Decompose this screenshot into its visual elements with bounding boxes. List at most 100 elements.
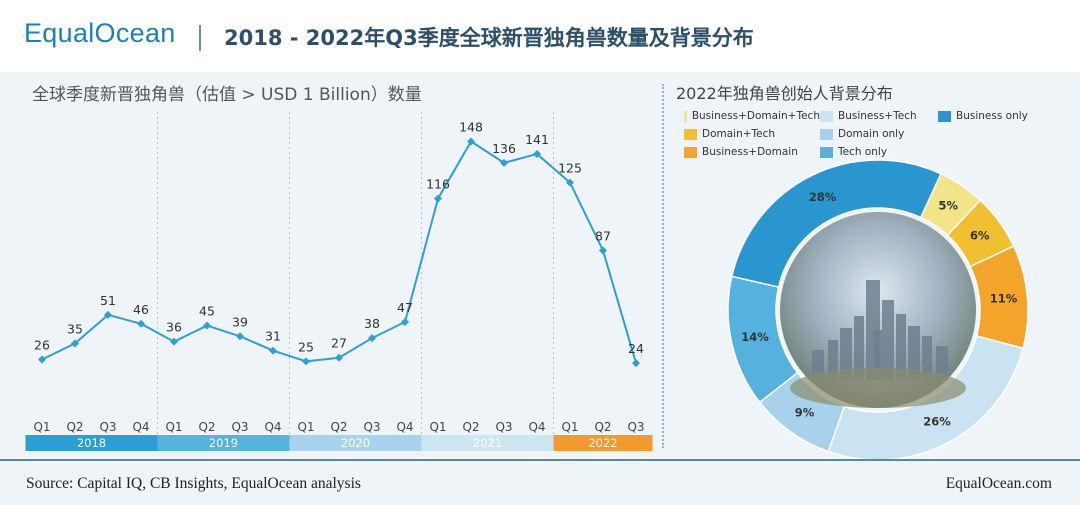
source-note: Source: Capital IQ, CB Insights, EqualOc…: [26, 475, 361, 492]
data-point: [632, 359, 640, 368]
quarter-tick-label: Q3: [363, 420, 380, 434]
skyline-building: [896, 314, 906, 380]
series-line: [41, 140, 637, 364]
legend-item: Tech only: [820, 144, 938, 160]
data-label: 25: [298, 339, 314, 354]
data-point: [401, 317, 409, 326]
data-point: [467, 137, 475, 146]
data-label: 38: [364, 316, 380, 331]
line-chart-title: 全球季度新晋独角兽（估值 > USD 1 Billion）数量: [32, 85, 422, 105]
site-url: EqualOcean.com: [945, 475, 1052, 492]
skyline-building: [882, 300, 894, 380]
skyline-building: [874, 330, 882, 380]
data-point: [170, 337, 178, 346]
data-label: 26: [34, 338, 50, 353]
data-label: 46: [133, 302, 149, 317]
quarter-tick-label: Q4: [396, 420, 413, 434]
year-band-label: 2020: [341, 436, 370, 450]
data-point: [203, 321, 211, 330]
data-label: 45: [199, 304, 215, 319]
year-band: [25, 435, 158, 451]
data-point: [335, 353, 343, 362]
data-point: [368, 334, 376, 343]
data-label: 27: [331, 336, 347, 351]
data-label: 31: [265, 329, 281, 344]
slice-label: 6%: [970, 229, 990, 243]
quarter-tick-label: Q1: [429, 420, 446, 434]
quarter-tick-label: Q2: [462, 420, 479, 434]
data-point: [38, 355, 46, 364]
skyline-graphic: [790, 280, 966, 408]
slice-label: 9%: [795, 405, 815, 419]
data-label: 116: [426, 177, 450, 192]
data-label: 36: [166, 320, 182, 335]
skyline-building: [854, 316, 864, 380]
quarter-tick-label: Q4: [264, 420, 281, 434]
header: EqualOcean 2018 - 2022年Q3季度全球新晋独角兽数量及背景分…: [0, 0, 1080, 72]
legend-label: Domain only: [838, 128, 905, 140]
data-label: 125: [558, 161, 582, 176]
quarter-tick-label: Q1: [33, 420, 50, 434]
data-label: 87: [595, 228, 611, 243]
skyline-building: [908, 326, 920, 380]
year-band: [553, 435, 653, 451]
panel-divider: [662, 84, 664, 448]
data-point: [302, 357, 310, 366]
data-label: 51: [100, 293, 116, 308]
legend-label: Domain+Tech: [702, 128, 776, 140]
legend-swatch: [820, 128, 833, 140]
year-band: [157, 435, 290, 451]
skyline-building: [828, 340, 838, 380]
slice-label: 28%: [809, 190, 837, 204]
equalocean-logo: EqualOcean: [24, 18, 176, 48]
legend-swatch: [938, 110, 951, 122]
legend-swatch: [684, 110, 687, 122]
quarter-tick-label: Q1: [561, 420, 578, 434]
donut-legend: Business+Domain+Tech Business+Tech Busines…: [684, 108, 1056, 160]
year-band: [289, 435, 422, 451]
legend-item: Business+Domain+Tech: [684, 108, 820, 124]
data-label: 141: [525, 132, 549, 147]
data-point: [236, 332, 244, 341]
legend-item: Business+Tech: [820, 108, 938, 124]
data-label: 35: [67, 321, 83, 336]
slice-label: 11%: [990, 292, 1018, 306]
year-band-label: 2021: [473, 436, 502, 450]
quarter-tick-label: Q3: [99, 420, 116, 434]
legend-item: Domain+Tech: [684, 126, 820, 142]
legend-item: Business only: [938, 108, 1056, 124]
quarter-tick-label: Q2: [66, 420, 83, 434]
skyline-building: [922, 336, 932, 380]
data-point: [71, 339, 79, 348]
quarter-tick-label: Q4: [132, 420, 149, 434]
data-point: [434, 194, 442, 203]
ground-shape: [790, 368, 966, 408]
legend-item: Business+Domain: [684, 144, 820, 160]
page-title: 2018 - 2022年Q3季度全球新晋独角兽数量及背景分布: [224, 26, 754, 50]
line-chart: 26 35 51 46 36 45 39 31 25 27 38 47 116 148 136 141 125 8…: [25, 112, 653, 451]
footer: Source: Capital IQ, CB Insights, EqualOc…: [0, 459, 1080, 505]
year-band: [421, 435, 554, 451]
data-label: 39: [232, 314, 248, 329]
skyline-building: [840, 328, 852, 380]
slice-label: 26%: [923, 414, 951, 428]
legend-label: Business+Domain+Tech: [691, 110, 820, 122]
year-band-label: 2019: [209, 436, 238, 450]
quarter-tick-label: Q1: [297, 420, 314, 434]
donut-slice: [730, 159, 942, 289]
data-point: [500, 158, 508, 167]
quarter-tick-label: Q3: [231, 420, 248, 434]
quarter-tick-label: Q4: [528, 420, 545, 434]
legend-label: Business+Domain: [702, 146, 798, 158]
year-band-label: 2018: [77, 436, 106, 450]
legend-label: Business only: [956, 110, 1028, 122]
data-label: 24: [628, 341, 644, 356]
legend-label: Business+Tech: [838, 110, 917, 122]
slice-label: 5%: [938, 198, 958, 212]
legend-item: Domain only: [820, 126, 938, 142]
legend-label: Tech only: [838, 146, 888, 158]
data-label: 148: [459, 119, 483, 134]
data-label: 47: [397, 300, 413, 315]
data-point: [533, 149, 541, 158]
quarter-tick-label: Q2: [594, 420, 611, 434]
